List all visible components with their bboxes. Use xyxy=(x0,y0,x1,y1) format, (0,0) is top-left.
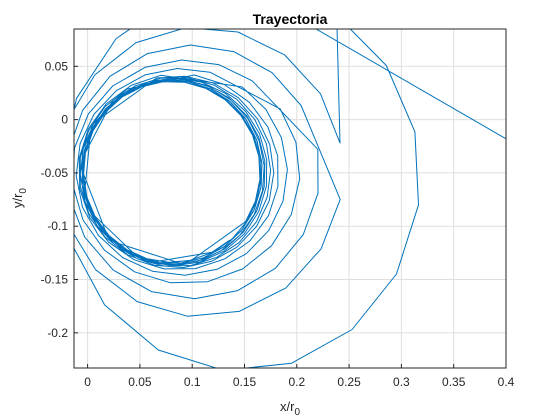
x-tick-label: 0.05 xyxy=(128,375,152,389)
axes-box xyxy=(73,28,507,369)
y-tick-label: 0 xyxy=(61,113,68,127)
x-tick-label: 0.25 xyxy=(337,375,361,389)
x-axis-label-subscript: 0 xyxy=(294,407,300,418)
x-tick-label: 0.35 xyxy=(442,375,466,389)
x-tick-label: 0.4 xyxy=(498,375,515,389)
y-tick-label: 0.05 xyxy=(45,59,69,73)
trajectory-line xyxy=(74,29,506,368)
plot-area xyxy=(73,28,507,369)
y-tick-label: -0.1 xyxy=(47,219,68,233)
x-tick-label: 0.1 xyxy=(184,375,201,389)
x-tick-label: 0 xyxy=(84,375,91,389)
x-tick-label: 0.15 xyxy=(233,375,257,389)
y-tick-label: -0.15 xyxy=(41,273,69,287)
x-tick-label: 0.3 xyxy=(393,375,410,389)
y-tick-label: -0.2 xyxy=(47,326,68,340)
y-axis-label: y/r0 xyxy=(10,188,29,208)
chart-title: Trayectoria xyxy=(253,11,328,27)
y-axis-label-base: y/r xyxy=(10,193,25,208)
y-tick-label: -0.05 xyxy=(41,166,69,180)
x-axis-label: x/r0 xyxy=(280,399,300,418)
ticks: 0 0.05 0.1 0.15 0.2 0.25 0.3 0.35 0.4 -0.2 -0.15 -0… xyxy=(41,59,515,389)
plot-layer xyxy=(74,29,506,368)
x-axis-label-base: x/r xyxy=(280,399,295,414)
y-axis-label-subscript: 0 xyxy=(18,188,29,194)
x-tick-label: 0.2 xyxy=(288,375,305,389)
